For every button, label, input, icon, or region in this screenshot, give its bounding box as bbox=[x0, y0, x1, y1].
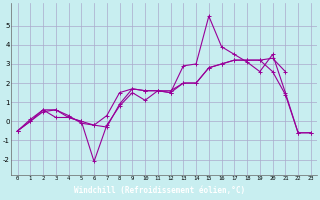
Text: Windchill (Refroidissement éolien,°C): Windchill (Refroidissement éolien,°C) bbox=[75, 186, 245, 194]
